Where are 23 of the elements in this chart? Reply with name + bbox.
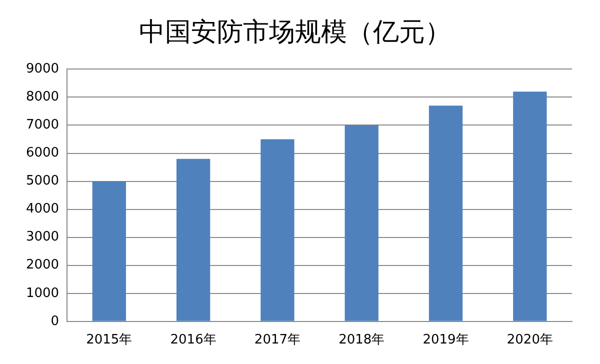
y-tick-label: 4000 — [26, 202, 60, 217]
y-tick-label: 0 — [50, 314, 60, 329]
bar — [428, 106, 463, 321]
bar — [92, 181, 126, 321]
bar — [513, 92, 547, 321]
bar — [344, 125, 378, 321]
x-tick-label: 2015年 — [86, 332, 132, 348]
y-tick-label: 5000 — [26, 174, 60, 189]
x-tick-label: 2017年 — [254, 332, 301, 348]
y-tick-label: 2000 — [26, 258, 60, 273]
x-tick-label: 2020年 — [506, 332, 553, 348]
y-tick-label: 3000 — [26, 230, 60, 245]
y-tick-label: 1000 — [26, 286, 60, 301]
y-tick-label: 9000 — [26, 62, 60, 77]
chart-title: 中国安防市场规模（亿元） — [139, 17, 451, 48]
x-tick-label: 2019年 — [422, 332, 469, 348]
y-tick-label: 8000 — [26, 90, 60, 105]
y-tick-label: 7000 — [26, 118, 60, 133]
x-tick-label: 2016年 — [170, 332, 216, 348]
bar — [176, 158, 210, 321]
bar — [260, 139, 294, 321]
x-tick-label: 2018年 — [338, 332, 385, 348]
y-tick-label: 6000 — [26, 146, 60, 161]
